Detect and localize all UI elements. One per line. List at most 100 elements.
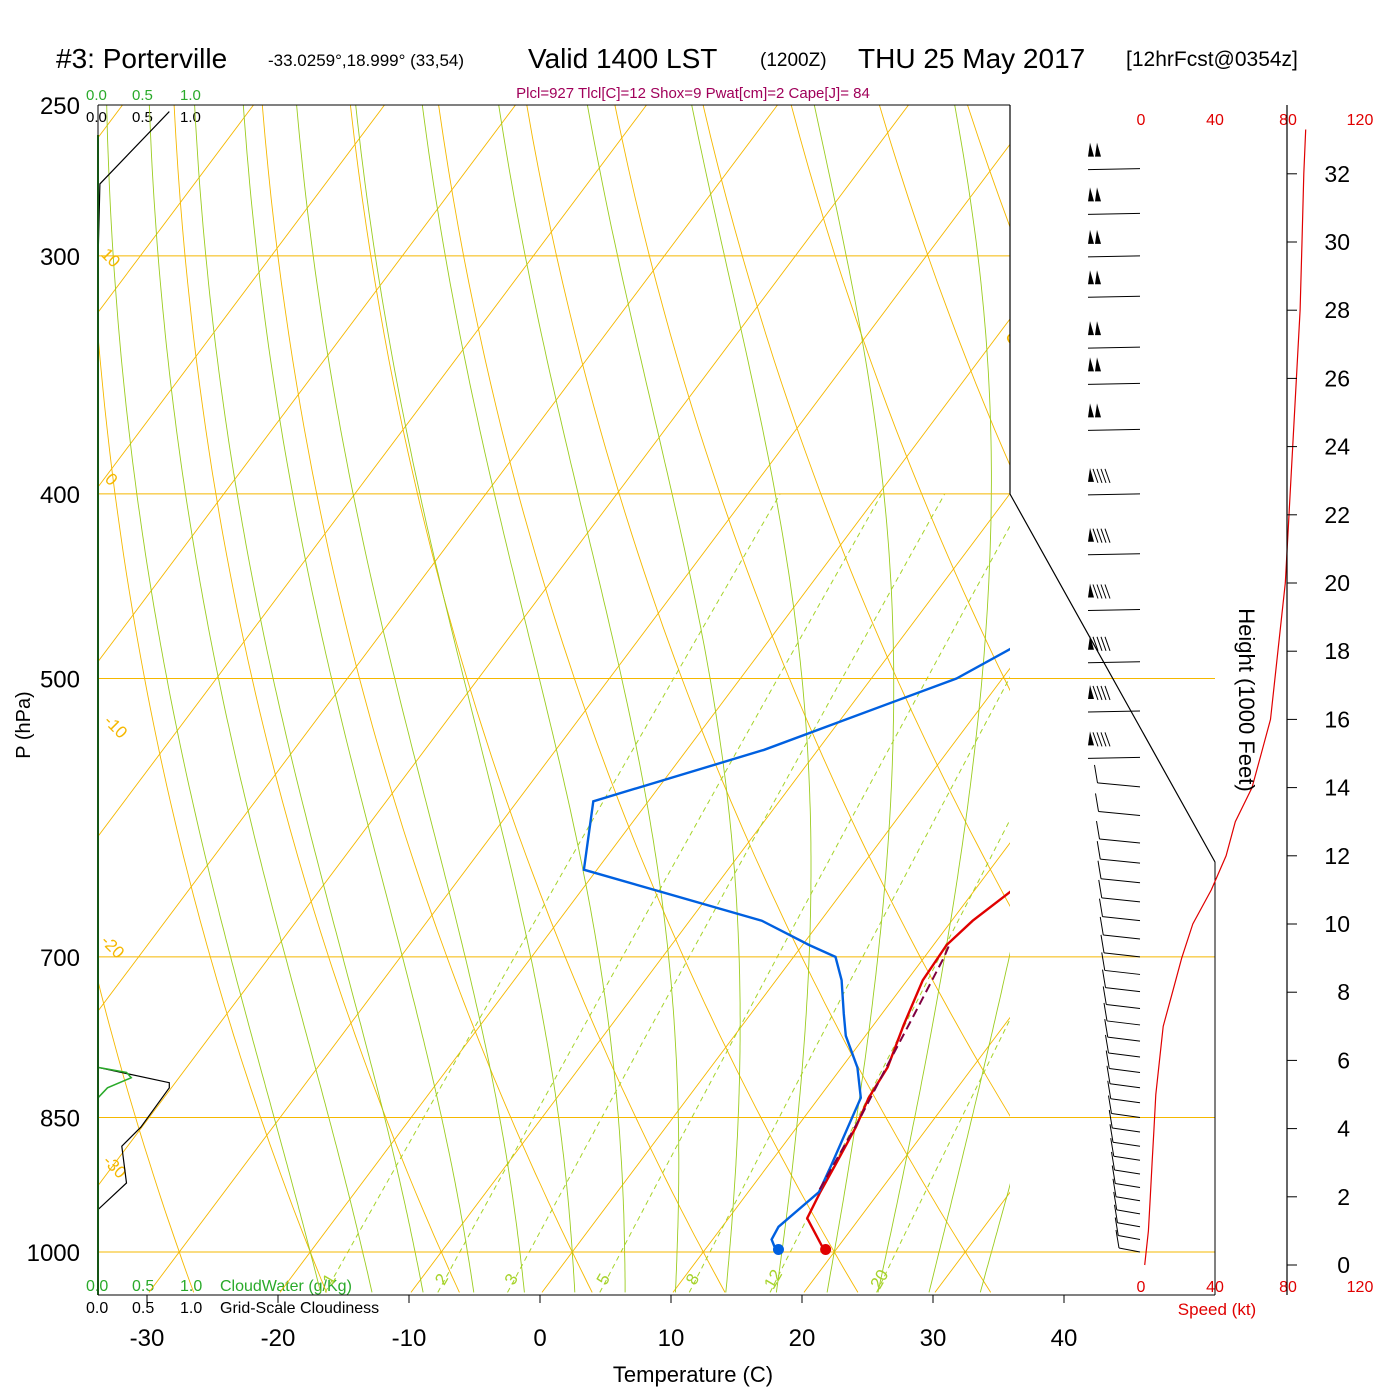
moist-adiabat: [106, 105, 322, 1293]
cloudiness-profile: [97, 111, 170, 1293]
wind-barb-staff: [1101, 897, 1141, 903]
mixing-ratio-line: [324, 493, 781, 1293]
station-coords: -33.0259°,18.999° (33,54): [268, 51, 464, 70]
wind-barb-flag: [1114, 1217, 1119, 1236]
wind-barb-feather: [1092, 636, 1099, 651]
moist-adiabat: [586, 105, 741, 1293]
wind-barb-flag: [1101, 952, 1106, 971]
wind-barb-staff: [1104, 969, 1141, 975]
speed-axis-title: Speed (kt): [1178, 1300, 1256, 1319]
surface-temperature-marker: [820, 1244, 832, 1256]
isotherm-line: [541, 667, 1010, 1293]
wind-barb-staff: [1087, 382, 1141, 385]
height-tick-0: 0: [1337, 1252, 1350, 1278]
wind-barb-pennant: [1088, 270, 1094, 285]
wind-barb-staff: [1102, 916, 1141, 922]
height-tick-8: 8: [1337, 979, 1350, 1005]
temp-tick-30: 30: [920, 1325, 947, 1352]
wind-barb-staff: [1099, 838, 1141, 844]
temp-tick-10: 10: [658, 1325, 685, 1352]
isotherm-label: -10: [100, 711, 131, 742]
pressure-tick-1000: 1000: [27, 1240, 80, 1267]
mixing-ratio-label: 3: [501, 1270, 522, 1288]
wind-barb-staff: [1106, 1003, 1141, 1009]
dry-adiabat: [98, 330, 327, 1293]
station-title: #3: Porterville: [56, 43, 227, 74]
isobar-lines: [98, 104, 1215, 1253]
wind-barb-pennant: [1095, 403, 1101, 418]
isotherm-label: 10: [97, 244, 124, 271]
wind-barb-staff: [1087, 295, 1141, 298]
wind-barb-staff: [1087, 493, 1141, 496]
isotherm-label: 0: [1001, 327, 1027, 353]
height-tick-4: 4: [1337, 1116, 1350, 1142]
moist-adiabat: [979, 1183, 1010, 1293]
wind-barb-staff: [1087, 428, 1141, 431]
height-tick-28: 28: [1324, 297, 1350, 323]
wind-barb-pennant: [1088, 635, 1094, 650]
mixing-ratio-label: 20: [867, 1266, 893, 1292]
sounding-traces: [582, 647, 1010, 1256]
wind-barb-flag: [1096, 820, 1100, 840]
wind-barb-staff: [1105, 987, 1141, 993]
wind-barb-flag: [1111, 1165, 1116, 1184]
mixing-ratio-line: [599, 525, 1010, 1293]
wind-barb-feather: [1104, 685, 1111, 701]
pressure-tick-850: 850: [40, 1106, 80, 1133]
temp-tick--10: -10: [392, 1325, 427, 1352]
dry-adiabat: [878, 105, 1010, 467]
cloud-scale-bottom-black-1: 0.5: [132, 1300, 154, 1317]
wind-barb-staff: [1087, 661, 1141, 664]
wind-barb-feather: [1104, 468, 1111, 484]
wind-barb-pennant: [1088, 403, 1094, 418]
temp-tick-20: 20: [789, 1325, 816, 1352]
dry-adiabat: [702, 105, 1010, 907]
isotherm-label: 0: [101, 469, 121, 489]
wind-barb-flag: [1096, 841, 1101, 860]
wind-barb-pennant: [1095, 187, 1101, 202]
mixing-ratio-line: [437, 493, 883, 1293]
dry-adiabat: [349, 105, 726, 1293]
speed-tick-top-120: 120: [1347, 112, 1374, 129]
wind-barb-staff: [1116, 1209, 1141, 1215]
height-tick-24: 24: [1324, 434, 1350, 460]
utc-time: (1200Z): [760, 50, 827, 71]
forecast-label: [12hrFcst@0354z]: [1126, 48, 1298, 71]
wind-barb-flag: [1108, 1109, 1113, 1129]
wind-barb-staff: [1110, 1098, 1141, 1104]
wind-barb-feather: [1092, 584, 1099, 599]
wind-barb-feather: [1092, 468, 1099, 484]
dry-adiabat: [790, 105, 1010, 692]
isotherm-line: [410, 492, 1010, 1293]
wind-barb-flag: [1102, 986, 1107, 1005]
isotherm-line: [98, 105, 778, 1012]
wind-barb-feather: [1092, 528, 1099, 543]
speed-tick-top-0: 0: [1137, 112, 1146, 129]
isotherm-label: 30: [1166, 762, 1201, 797]
wind-barb-staff: [1087, 346, 1141, 349]
isotherm-line: [98, 105, 909, 1187]
cloud-scale-top-green-0: 0.0: [86, 87, 107, 104]
wind-barb-flag: [1107, 1080, 1112, 1099]
wind-barb-pennant: [1088, 187, 1094, 202]
height-tick-20: 20: [1324, 570, 1350, 596]
isotherm-line: [98, 105, 647, 838]
wind-barb-feather: [1104, 636, 1111, 651]
wind-barb-pennant: [1095, 357, 1101, 372]
moist-adiabat: [148, 105, 373, 1293]
valid-date: THU 25 May 2017: [858, 43, 1085, 74]
wind-barb-staff: [1087, 553, 1141, 556]
dry-adiabat: [438, 105, 859, 1293]
wind-barb-feather: [1100, 636, 1107, 651]
wind-barb-staff: [1103, 952, 1141, 958]
wind-barb-staff: [1108, 1052, 1141, 1058]
plot-frame: [97, 104, 1216, 1296]
mixing-ratio-line: [876, 1018, 1010, 1293]
wind-barb-flag: [1102, 969, 1106, 988]
moist-adiabat: [194, 105, 424, 1293]
wind-barb-staff: [1109, 1068, 1141, 1074]
isotherm-label: 10: [1031, 514, 1066, 549]
wind-barb-flag: [1097, 860, 1102, 879]
wind-barb-flag: [1110, 1138, 1115, 1157]
